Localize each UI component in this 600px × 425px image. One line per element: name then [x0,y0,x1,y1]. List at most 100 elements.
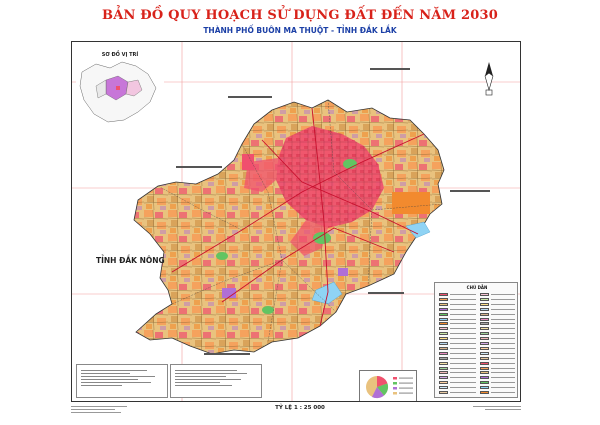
legend-swatch [480,391,489,394]
map-frame: SƠ ĐỒ VỊ TRÍ TỈNH ĐẮK NÔNG [71,41,521,402]
legend-row [435,322,519,326]
map-subtitle: THÀNH PHỐ BUÔN MA THUỘT - TỈNH ĐẮK LẮK [203,26,397,35]
legend-row [435,391,519,394]
legend-row [435,297,519,301]
legend-swatch [439,322,448,326]
legend-swatch [439,346,448,350]
special-zone [242,154,254,170]
legend-swatch [480,302,489,306]
legend-swatch [439,317,448,321]
legend-text-line [450,313,476,315]
legend-row [435,386,519,390]
legend-swatch [439,332,448,336]
legend-swatch [480,371,489,375]
legend-text-line [450,377,476,379]
legend-text-line [450,343,476,344]
legend-row [435,346,519,350]
locator-map [79,61,157,123]
map-scale: TỶ LỆ 1 : 25 000 [275,405,325,411]
lake [311,281,343,305]
legend-text-line [491,367,515,369]
legend-swatch [480,351,489,355]
legend-row [435,366,519,370]
legend-title: CHÚ DẪN [466,285,488,290]
legend-text-line [450,357,476,359]
legend-row [435,376,519,380]
legend-swatch [480,346,489,350]
main-roads [171,107,425,327]
legend-row [435,361,519,365]
legend-row [435,293,519,296]
map-title: BẢN ĐỒ QUY HOẠCH SỬ DỤNG ĐẤT ĐẾN NĂM 203… [102,8,498,23]
legend-text-line [450,318,476,320]
legend-text-line [450,333,476,335]
legend-swatch [439,366,448,370]
legend-text-line [450,328,476,330]
legend-swatch [439,297,448,301]
legend-row [435,307,519,311]
legend-swatch [439,293,448,296]
legend-row [435,371,519,375]
legend-text-line [491,298,515,300]
map-legend: CHÚ DẪN [434,282,518,398]
legend-text-line [491,357,515,359]
forest-area [313,232,331,244]
legend-row [435,356,519,360]
legend-swatch [480,307,489,311]
commune-boundaries [157,99,443,343]
legend-swatch [480,381,489,385]
legend-swatch [480,312,489,316]
legend-swatch [480,332,489,336]
map-footer-left [71,404,151,418]
forest-area-4 [262,306,274,314]
legend-swatch [439,371,448,375]
legend-row [435,381,519,385]
legend-text-line [450,367,476,369]
legend-text-line [450,362,476,364]
legend-text-line [491,382,515,384]
legend-swatch [439,327,448,331]
legend-text-line [491,362,515,364]
legend-text-line [491,392,515,393]
adjacent-label-northeast [370,68,410,70]
legend-text-line [450,308,476,310]
legend-swatch [480,376,489,380]
forest-area-3 [216,252,228,260]
legend-swatch [439,386,448,390]
land-structure-pie-box [359,370,417,401]
lake-2 [405,221,431,239]
legend-swatch [439,337,448,341]
legend-swatch [480,322,489,326]
legend-text-line [450,387,476,389]
legend-text-line [491,387,515,389]
adjacent-label-southeast [368,292,404,294]
adjacent-label-east [450,190,490,192]
legend-swatch [439,307,448,311]
legend-swatch [439,302,448,306]
legend-text-line [450,294,476,295]
locator-inset-title: SƠ ĐỒ VỊ TRÍ [101,52,139,58]
legend-swatch [480,327,489,331]
legend-swatch [480,293,489,296]
legend-text-line [491,323,515,325]
legend-text-line [491,377,515,379]
legend-text-line [491,294,515,295]
legend-swatch [439,391,448,394]
legend-swatch [480,386,489,390]
legend-swatch [439,342,448,345]
legend-swatch [480,337,489,341]
legend-swatch [480,342,489,345]
legend-text-line [450,372,476,374]
legend-text-line [491,347,515,349]
info-table-left [76,364,168,398]
legend-text-line [450,338,476,340]
legend-text-line [450,352,476,354]
industrial-zone-2 [222,288,236,298]
legend-text-line [491,343,515,344]
legend-row [435,342,519,345]
legend-swatch [439,351,448,355]
legend-swatch [480,356,489,360]
map-footer-right [461,404,521,418]
legend-text-line [450,303,476,305]
legend-text-line [491,338,515,340]
